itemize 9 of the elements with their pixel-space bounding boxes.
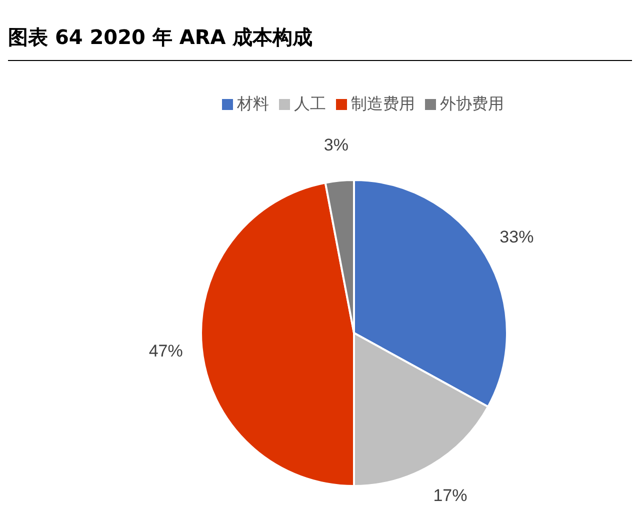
data-label: 3% xyxy=(324,135,349,154)
data-label: 33% xyxy=(500,227,534,246)
legend-label: 材料 xyxy=(237,94,269,113)
data-label: 17% xyxy=(433,486,468,506)
data-label: 47% xyxy=(148,341,183,360)
legend-label: 制造费用 xyxy=(351,94,415,113)
legend-label: 人工 xyxy=(294,94,326,113)
legend-label: 外协费用 xyxy=(440,94,504,113)
chart-title: 图表 64 2020 年 ARA 成本构成 xyxy=(8,24,313,51)
